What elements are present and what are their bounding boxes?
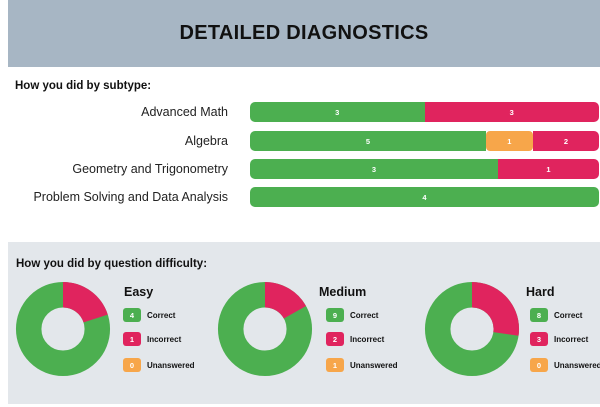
medium-donut-chart [217,281,313,377]
correct-segment: 4 [250,187,599,207]
legend-label: Correct [350,310,379,320]
subtype-section-title: How you did by subtype: [15,80,152,92]
page-title: DETAILED DIAGNOSTICS [179,22,429,44]
legend-unanswered: 0 Unanswered [123,357,195,373]
easy-donut-chart [15,281,111,377]
legend-unanswered: 1 Unanswered [326,357,398,373]
legend-correct: 8 Correct [530,307,582,323]
unanswered-count-badge: 1 [326,358,344,372]
subtype-label: Advanced Math [141,105,228,119]
subtype-bar: 3 1 [250,159,599,179]
incorrect-count-badge: 3 [530,332,548,346]
unanswered-count-badge: 0 [530,358,548,372]
legend-label: Correct [147,310,176,320]
subtype-row-advanced-math: Advanced Math 3 3 [0,102,600,122]
incorrect-segment: 2 [532,131,599,151]
level-name-hard: Hard [526,285,555,299]
subtype-label: Problem Solving and Data Analysis [33,190,228,204]
incorrect-count-badge: 1 [123,332,141,346]
legend-label: Unanswered [147,360,195,370]
level-name-medium: Medium [319,285,367,299]
difficulty-panel: How you did by question difficulty: Easy… [8,242,600,404]
correct-segment: 3 [250,102,425,122]
incorrect-arc [424,281,520,377]
legend-incorrect: 1 Incorrect [123,331,181,347]
incorrect-count-badge: 2 [326,332,344,346]
legend-correct: 9 Correct [326,307,378,323]
subtype-row-problem-solving: Problem Solving and Data Analysis 4 [0,187,600,207]
legend-incorrect: 2 Incorrect [326,331,384,347]
incorrect-arc [217,281,313,377]
incorrect-arc [15,281,111,377]
subtype-bar: 3 3 [250,102,599,122]
legend-incorrect: 3 Incorrect [530,331,588,347]
subtype-bar: 5 1 2 [250,131,599,151]
legend-label: Incorrect [147,334,182,344]
difficulty-section-title: How you did by question difficulty: [16,258,208,270]
correct-segment: 3 [250,159,498,179]
legend-correct: 4 Correct [123,307,175,323]
legend-label: Incorrect [554,334,589,344]
hard-donut-chart [424,281,520,377]
unanswered-segment: 1 [485,131,533,151]
incorrect-segment: 3 [424,102,599,122]
level-name-easy: Easy [124,285,154,299]
correct-segment: 5 [250,131,486,151]
correct-count-badge: 8 [530,308,548,322]
subtype-label: Geometry and Trigonometry [72,162,228,176]
legend-unanswered: 0 Unanswered [530,357,600,373]
legend-label: Unanswered [554,360,600,370]
legend-label: Unanswered [350,360,398,370]
correct-count-badge: 9 [326,308,344,322]
header-banner: DETAILED DIAGNOSTICS [8,0,600,67]
incorrect-segment: 1 [497,159,599,179]
subtype-label: Algebra [184,134,228,148]
subtype-bar: 4 [250,187,599,207]
subtype-row-algebra: Algebra 5 1 2 [0,131,600,151]
unanswered-count-badge: 0 [123,358,141,372]
subtype-row-geometry: Geometry and Trigonometry 3 1 [0,159,600,179]
legend-label: Incorrect [350,334,385,344]
correct-count-badge: 4 [123,308,141,322]
legend-label: Correct [554,310,583,320]
